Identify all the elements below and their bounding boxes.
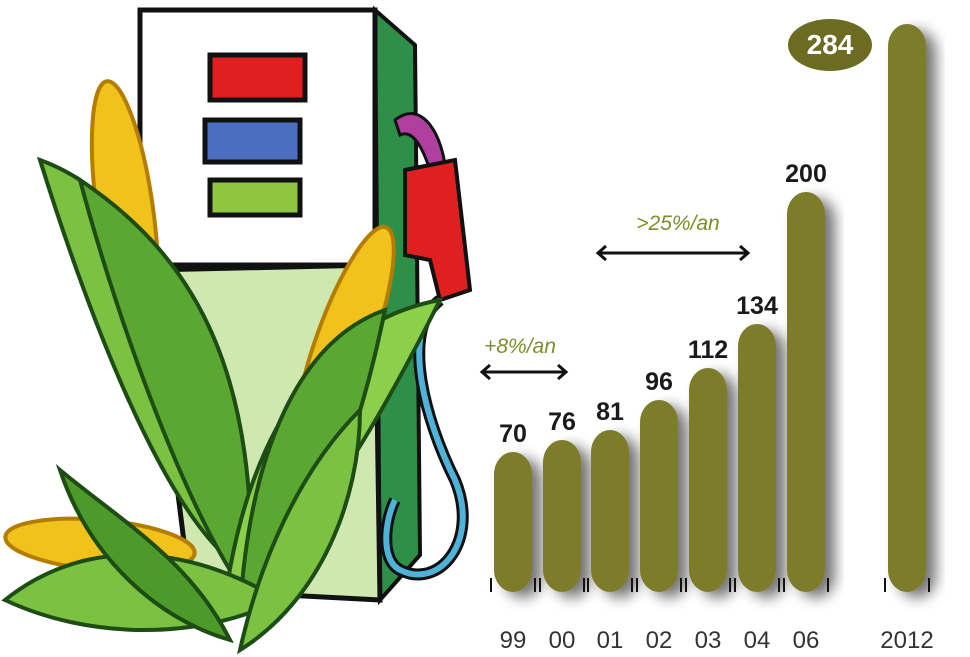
x-tick-label: 03 (695, 627, 722, 654)
value-label: 112 (688, 336, 728, 364)
x-tick-label: 06 (793, 627, 820, 654)
annotation: +8%/an (484, 335, 556, 358)
bar (888, 24, 926, 592)
x-tick-label: 02 (646, 627, 673, 654)
bar (543, 440, 581, 592)
x-tick-label: 00 (549, 627, 576, 654)
value-label: 96 (645, 368, 673, 396)
value-label: 134 (736, 292, 778, 320)
x-tick-label: 99 (500, 627, 527, 654)
x-tick-label: 2012 (880, 627, 933, 654)
bar (738, 324, 776, 592)
illustration (3, 10, 470, 650)
bar (787, 192, 825, 592)
bar (591, 430, 629, 592)
bar (640, 400, 678, 592)
chart: +8%/an >25%/an 99 70 00 76 01 81 02 96 03 112 04 13… (0, 0, 970, 657)
value-label: 284 (807, 29, 854, 60)
x-tick-label: 01 (597, 627, 624, 654)
annotation: >25%/an (636, 212, 720, 235)
value-label: 200 (785, 160, 827, 188)
bar (494, 452, 532, 592)
value-label: 81 (596, 398, 624, 426)
value-label: 76 (548, 408, 576, 436)
x-tick-label: 04 (744, 627, 771, 654)
bar (689, 368, 727, 592)
value-label: 70 (499, 420, 527, 448)
